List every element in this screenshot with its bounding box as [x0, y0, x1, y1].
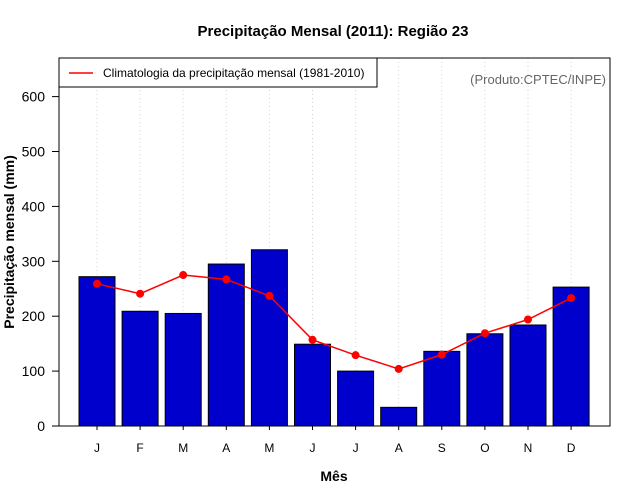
- climatology-point-2: [136, 289, 145, 298]
- climatology-point-7: [351, 351, 360, 360]
- x-tick-label: M: [264, 441, 274, 455]
- legend: Climatologia da precipitação mensal (198…: [58, 57, 378, 88]
- x-tick-label: A: [222, 441, 230, 455]
- bars: [78, 249, 590, 427]
- y-tick-label: 500: [22, 144, 46, 160]
- x-tick-label: J: [310, 441, 316, 455]
- climatology-point-4: [222, 275, 231, 284]
- x-axis-label: Mês: [320, 468, 347, 484]
- x-tick-label: D: [567, 441, 576, 455]
- legend-label: Climatologia da precipitação mensal (198…: [103, 66, 364, 80]
- bar-8: [380, 406, 418, 427]
- climatology-point-6: [308, 335, 317, 344]
- bar-4: [207, 263, 245, 427]
- bar-6: [294, 343, 331, 427]
- x-tick-label: S: [438, 441, 446, 455]
- bar-10: [466, 333, 504, 427]
- grid: [96, 58, 572, 426]
- climatology-point-5: [265, 291, 274, 300]
- chart-title: Precipitação Mensal (2011): Região 23: [198, 23, 469, 40]
- climatology-point-1: [93, 279, 101, 288]
- bar-9: [423, 350, 461, 427]
- y-tick-label: 400: [22, 198, 46, 214]
- x-tick-label: M: [178, 441, 188, 455]
- y-tick-label: 600: [22, 89, 46, 105]
- climatology-point-8: [394, 364, 403, 373]
- bar-5: [250, 249, 288, 427]
- bar-11: [509, 324, 547, 427]
- x-tick-label: J: [94, 441, 100, 455]
- legend-box: [58, 57, 378, 88]
- climatology-line: [93, 271, 576, 373]
- climatology-point-11: [524, 315, 532, 324]
- climatology-polyline: [96, 274, 572, 370]
- y-tick-label: 0: [37, 418, 45, 434]
- climatology-point-3: [179, 271, 188, 280]
- y-axis: 0 100 200 300 400 500 600: [22, 89, 59, 434]
- credit-text: (Produto:CPTEC/INPE): [470, 72, 606, 87]
- bar-2: [121, 310, 159, 427]
- y-axis-label: Precipitação mensal (mm): [1, 155, 17, 329]
- y-tick-label: 100: [22, 363, 46, 379]
- y-tick-label: 200: [22, 308, 46, 324]
- y-tick-label: 300: [22, 253, 46, 269]
- bar-3: [164, 312, 202, 427]
- x-tick-label: N: [524, 441, 533, 455]
- x-tick-label: O: [480, 441, 489, 455]
- x-tick-label: A: [395, 441, 403, 455]
- bar-12: [552, 286, 590, 427]
- climatology-point-9: [437, 350, 446, 359]
- x-tick-label: F: [136, 441, 143, 455]
- bar-1: [78, 276, 116, 427]
- x-tick-label: J: [353, 441, 359, 455]
- bar-7: [337, 370, 375, 427]
- climatology-point-10: [480, 329, 489, 338]
- climatology-point-12: [567, 294, 576, 303]
